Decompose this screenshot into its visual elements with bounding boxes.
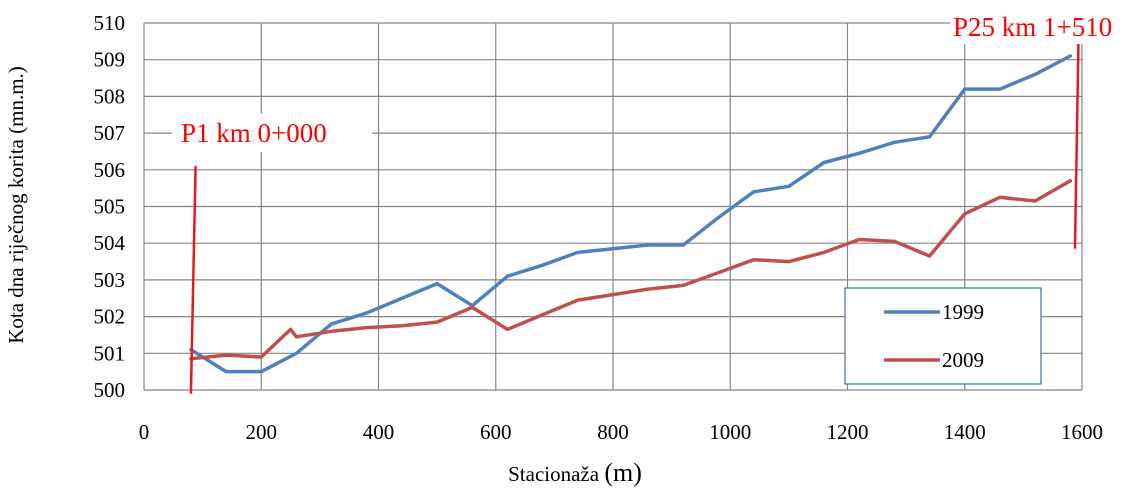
series-layer: [189, 54, 1073, 374]
section-markers: [189, 41, 1080, 394]
y-tick-label-5: 505: [94, 195, 126, 219]
y-tick-label-9: 509: [94, 48, 126, 72]
x-axis-title: Stacionaža (m): [508, 458, 642, 487]
y-tick-label-1: 501: [94, 341, 126, 365]
section-marker-line-0: [189, 166, 197, 394]
x-axis-title-main: Stacionaža: [508, 462, 604, 486]
legend-label-1999: 1999: [942, 300, 984, 324]
x-tick-label-7: 1400: [944, 420, 986, 444]
y-tick-label-4: 504: [94, 231, 126, 255]
y-tick-label-3: 503: [94, 268, 126, 292]
y-tick-label-0: 500: [94, 378, 126, 402]
annotation-p1-background: [172, 114, 372, 152]
x-tick-labels: 0 200 400 600 800 1000 1200 1400 1600: [139, 420, 1103, 444]
y-axis-title: Kota dna riječnog korita (mn.m.): [4, 66, 28, 344]
x-tick-label-1: 200: [246, 420, 278, 444]
legend-box: [844, 287, 1042, 385]
y-tick-label-2: 502: [94, 305, 126, 329]
x-tick-label-3: 600: [480, 420, 512, 444]
series-line-2009: [189, 179, 1073, 361]
series-line-1999: [189, 54, 1073, 374]
annotation-p1: P1 km 0+000: [181, 118, 327, 148]
x-tick-label-4: 800: [597, 420, 629, 444]
x-tick-label-6: 1200: [827, 420, 869, 444]
y-tick-label-8: 508: [94, 84, 126, 108]
x-tick-label-2: 400: [363, 420, 395, 444]
x-tick-label-5: 1000: [709, 420, 751, 444]
y-tick-label-7: 507: [94, 121, 126, 145]
y-tick-label-6: 506: [94, 158, 126, 182]
annotation-p25: P25 km 1+510: [953, 12, 1112, 42]
x-tick-label-8: 1600: [1061, 420, 1103, 444]
x-axis-title-unit: (m): [604, 458, 642, 487]
x-tick-label-0: 0: [139, 420, 150, 444]
legend: 1999 2009: [844, 287, 1042, 385]
y-tick-labels: 500 501 502 503 504 505 506 507 508 509 510: [94, 11, 126, 402]
annotation-p25-background: [950, 8, 1145, 44]
grid: [143, 22, 1083, 391]
y-tick-label-10: 510: [94, 11, 126, 35]
legend-label-2009: 2009: [942, 348, 984, 372]
section-marker-line-1: [1073, 41, 1080, 249]
